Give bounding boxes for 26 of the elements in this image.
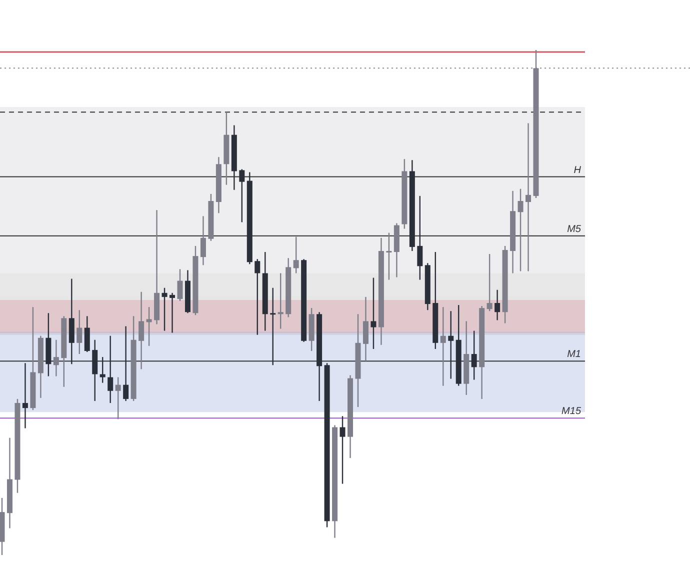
ref-line-label: M1: [567, 349, 581, 360]
candlestick: [138, 291, 144, 370]
candlestick: [84, 316, 90, 353]
candlestick: [162, 287, 168, 332]
candlestick: [293, 236, 299, 274]
candlestick: [526, 122, 532, 272]
ref-line-label: M15: [562, 406, 582, 418]
candlestick: [386, 232, 392, 280]
candlestick: [486, 253, 492, 312]
ref-line-label: H: [574, 164, 582, 176]
candlestick: [370, 277, 376, 350]
candlestick: [278, 272, 284, 330]
candlestick: [177, 268, 183, 302]
candlestick: [518, 188, 524, 272]
candlestick: [254, 258, 260, 336]
candlestick: [76, 309, 82, 355]
candlestick: [440, 306, 446, 386]
candlestick: [200, 216, 206, 266]
candlestick: [494, 289, 500, 321]
candlestick: [362, 296, 368, 362]
candlestick: [146, 306, 152, 347]
ref-line-label: M5: [567, 224, 582, 235]
candlestick: [53, 339, 59, 377]
candlestick: [170, 292, 176, 334]
candlestick: [340, 416, 346, 484]
candlestick: [115, 376, 121, 420]
